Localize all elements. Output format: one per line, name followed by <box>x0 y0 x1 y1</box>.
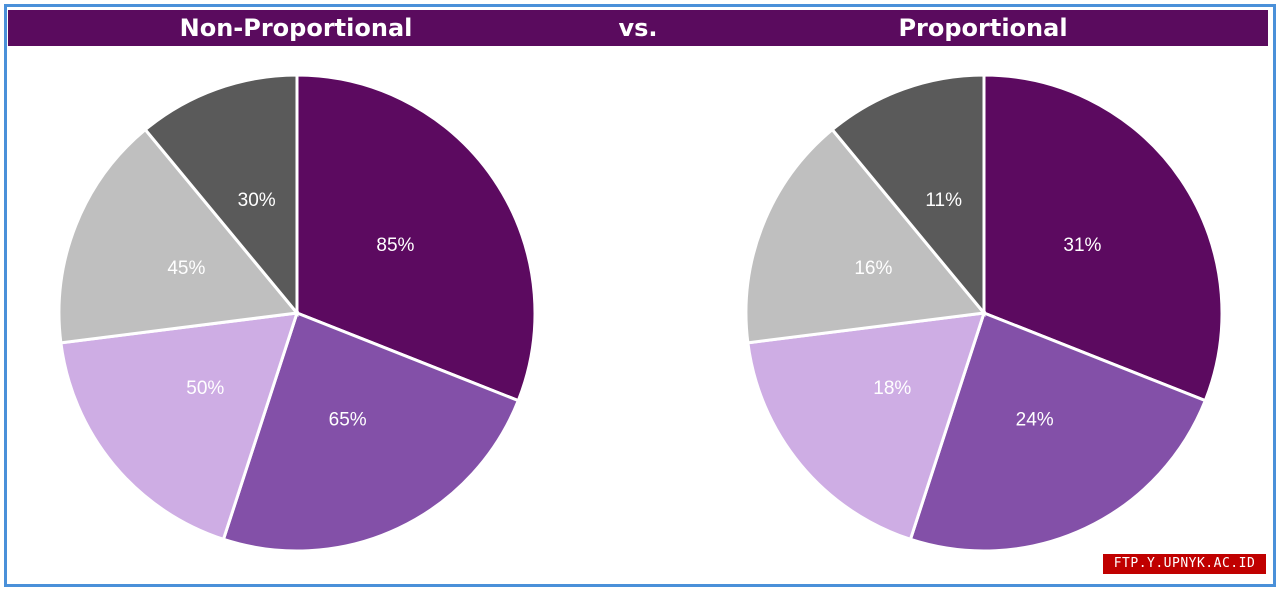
proportional-slice-label-2: 24% <box>1016 410 1054 431</box>
non-proportional-slice-label-4: 45% <box>167 258 205 279</box>
proportional-slice-label-5: 11% <box>925 190 962 211</box>
non-proportional-slice-1 <box>295 73 537 403</box>
non-proportional-slice-label-5: 30% <box>238 190 276 211</box>
non-proportional-slice-3 <box>59 311 300 542</box>
proportional-slice-label-3: 18% <box>873 378 911 399</box>
non-proportional-slice-5 <box>143 73 299 318</box>
right-chart-title: Proportional <box>898 14 1068 42</box>
proportional-slice-label-1: 31% <box>1063 235 1101 256</box>
watermark-badge: FTP.Y.UPNYK.AC.ID <box>1103 554 1266 574</box>
title-banner: Non-Proportional vs. Proportional <box>8 10 1268 46</box>
proportional-slice-1 <box>982 73 1224 403</box>
non-proportional-slice-label-2: 65% <box>329 410 367 431</box>
vs-label: vs. <box>618 14 658 42</box>
proportional-slice-3 <box>746 311 987 542</box>
proportional-slice-label-4: 16% <box>854 258 892 279</box>
left-chart-title: Non-Proportional <box>179 14 413 42</box>
non-proportional-slice-4 <box>57 127 300 345</box>
non-proportional-slice-2 <box>221 311 521 553</box>
non-proportional-slice-label-3: 50% <box>186 378 224 399</box>
proportional-slice-5 <box>830 73 986 318</box>
proportional-slice-4 <box>744 127 987 345</box>
non-proportional-slice-label-1: 85% <box>376 235 414 256</box>
proportional-slice-2 <box>908 311 1208 553</box>
